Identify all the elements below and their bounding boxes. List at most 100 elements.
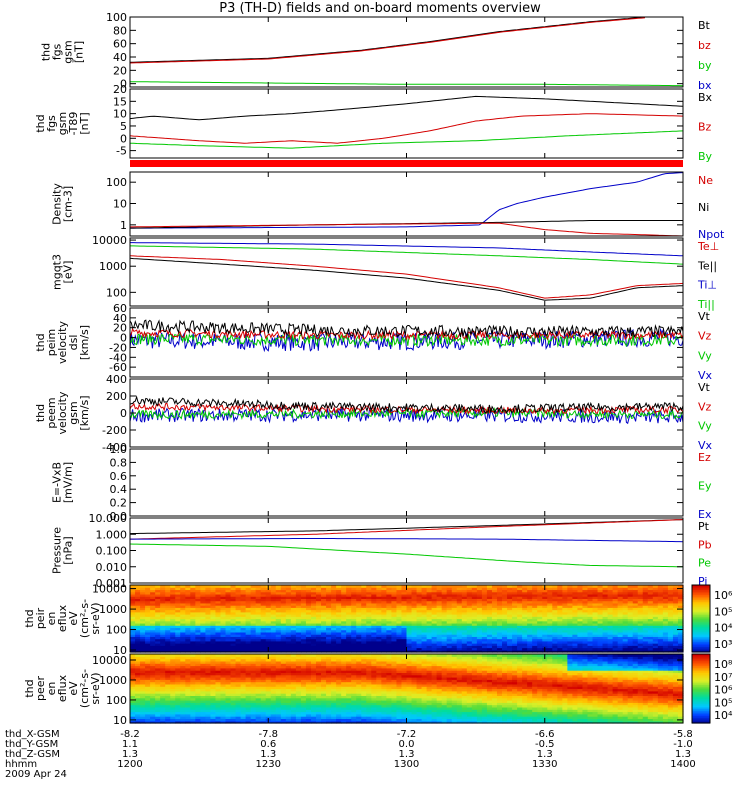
y-tick-label: 15 [113, 95, 127, 108]
spectrogram-cell [220, 640, 227, 644]
spectrogram-cell [351, 713, 357, 717]
spectrogram-cell [155, 591, 161, 595]
spectrogram-cell [522, 636, 528, 640]
spectrogram-cell [245, 647, 252, 651]
spectrogram-cell [622, 625, 629, 629]
spectrogram-cell [145, 720, 151, 724]
spectrogram-cell [130, 629, 136, 633]
spectrogram-cell [562, 611, 568, 615]
spectrogram-cell [502, 602, 508, 606]
legend-Pt: Pt [698, 520, 710, 533]
spectrogram-cell [356, 695, 362, 699]
spectrogram-cell [130, 697, 136, 701]
spectrogram-cell [220, 672, 227, 676]
spectrogram-cell [260, 690, 267, 694]
spectrogram-cell [210, 611, 217, 615]
spectrogram-cell [642, 614, 649, 617]
spectrogram-cell [381, 638, 387, 642]
spectrogram-cell [436, 625, 443, 629]
spectrogram-cell [180, 654, 186, 657]
spectrogram-cell [476, 596, 483, 599]
spectrogram-cell [542, 645, 548, 649]
spectrogram-cell [321, 702, 327, 706]
spectrogram-cell [195, 625, 201, 629]
spectrogram-cell [607, 587, 614, 591]
spectrogram-cell [637, 640, 644, 644]
spectrogram-cell [215, 600, 222, 604]
spectrogram-cell [285, 591, 292, 595]
spectrogram-cell [416, 598, 423, 602]
spectrogram-cell [140, 700, 146, 703]
spectrogram-cell [326, 658, 332, 662]
spectrogram-cell [270, 609, 277, 613]
spectrogram-cell [627, 645, 634, 649]
spectrogram-cell [502, 640, 508, 644]
spectrogram-cell [496, 611, 503, 615]
spectrogram-cell [326, 634, 332, 637]
spectrogram-cell [411, 625, 418, 629]
spectrogram-cell [290, 718, 297, 722]
spectrogram-cell [667, 600, 674, 604]
spectrogram-cell [285, 622, 292, 626]
spectrogram-cell [632, 611, 639, 615]
spectrogram-cell [567, 611, 573, 615]
spectrogram-cell [572, 605, 579, 608]
spectrogram-cell [381, 618, 387, 622]
spectrogram-cell [170, 663, 176, 667]
spectrogram-cell [512, 607, 518, 611]
spectrogram-cell [562, 618, 568, 622]
spectrogram-cell [331, 645, 337, 649]
spectrogram-cell [255, 693, 262, 696]
spectrogram-cell [190, 711, 196, 715]
spectrogram-cell [602, 602, 609, 606]
spectrogram-cell [230, 605, 237, 608]
spectrogram-cell [200, 645, 207, 649]
series-Vz [129, 402, 684, 416]
spectrogram-cell [175, 702, 181, 706]
spectrogram-cell [215, 609, 222, 613]
spectrogram-cell [195, 690, 201, 694]
spectrogram-cell [260, 681, 267, 685]
spectrogram-cell [135, 667, 141, 671]
spectrogram-cell [331, 663, 337, 667]
spectrogram-cell [552, 616, 558, 620]
spectrogram-cell [607, 596, 614, 599]
spectrogram-cell [305, 607, 312, 611]
spectrogram-cell [617, 634, 624, 637]
spectrogram-cell [426, 622, 433, 626]
spectrogram-cell [326, 674, 332, 678]
spectrogram-cell [300, 589, 307, 593]
spectrogram-cell [376, 611, 382, 615]
spectrogram-cell [195, 638, 201, 642]
spectrogram-cell [140, 585, 146, 588]
spectrogram-cell [326, 693, 332, 696]
spectrogram-cell [456, 611, 463, 615]
spectrogram-cell [180, 598, 186, 602]
spectrogram-cell [285, 643, 292, 646]
spectrogram-cell [285, 602, 292, 606]
spectrogram-cell [416, 627, 423, 631]
spectrogram-cell [401, 629, 408, 633]
spectrogram-cell [421, 598, 428, 602]
spectrogram-cell [371, 611, 377, 615]
spectrogram-cell [220, 693, 227, 696]
spectrogram-cell [310, 667, 317, 671]
spectrogram-cell [140, 609, 146, 613]
spectrogram-cell [592, 600, 599, 604]
spectrogram-cell [145, 625, 151, 629]
spectrogram-cell [240, 688, 247, 692]
spectrogram-cell [245, 607, 252, 611]
spectrogram-cell [135, 718, 141, 722]
spectrogram-cell [145, 631, 151, 635]
spectrogram-cell [577, 649, 584, 653]
spectrogram-cell [346, 677, 352, 680]
spectrogram-cell [361, 591, 367, 595]
spectrogram-cell [456, 600, 463, 604]
spectrogram-cell [341, 693, 347, 696]
spectrogram-cell [135, 596, 141, 599]
spectrogram-cell [285, 713, 292, 717]
spectrogram-cell [220, 607, 227, 611]
spectrogram-cell [316, 589, 322, 593]
spectrogram-cell [321, 695, 327, 699]
spectrogram-cell [225, 627, 232, 631]
